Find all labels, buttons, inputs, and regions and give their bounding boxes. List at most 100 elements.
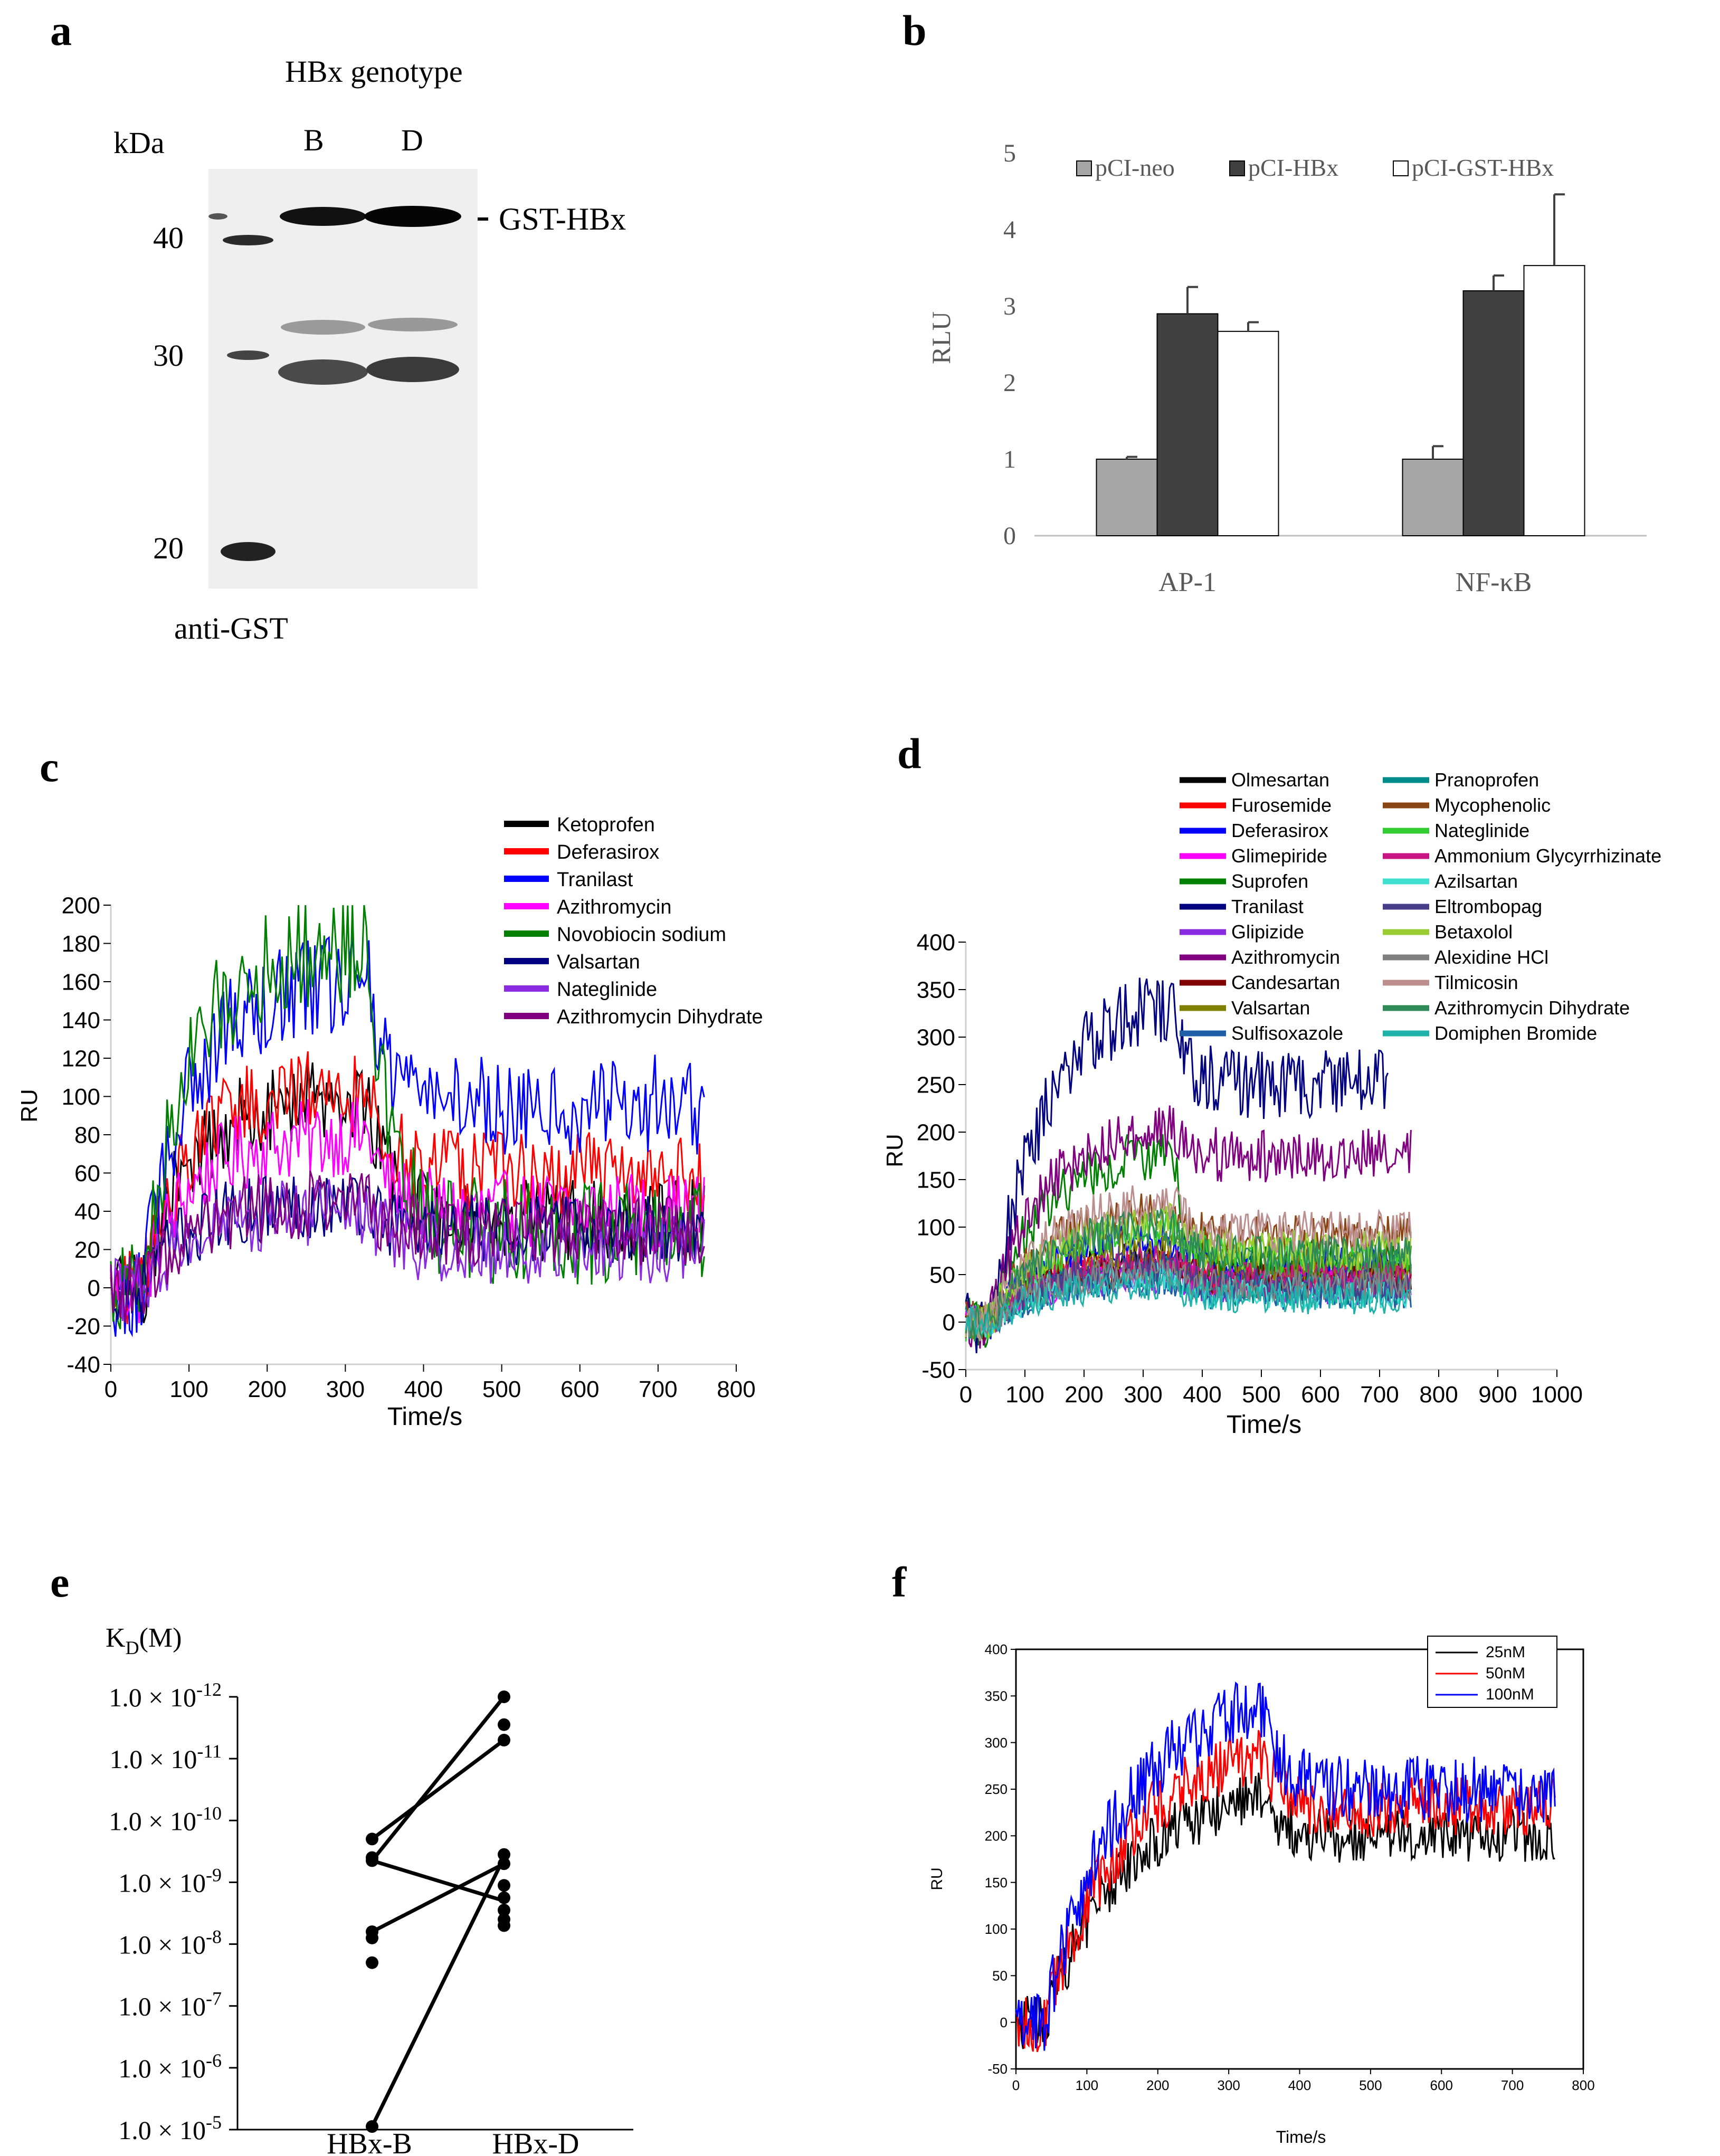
c-series-line [110,1097,705,1324]
lane-label-d: D [401,123,423,157]
f-xtick-label: 500 [1359,2077,1382,2093]
d-legend-label: Valsartan [1231,997,1310,1019]
b-legend-label: pCI-HBx [1248,154,1338,181]
e-point-hbx-b [366,2120,378,2133]
d-ytick-label: 200 [917,1119,955,1145]
e-point-hbx-d [498,1919,510,1932]
d-xtick-label: 500 [1242,1382,1280,1408]
e-ytick-base: 1.0 × 10 [118,1868,206,1897]
gst-hbx-band-d [364,206,461,227]
e-pair-line [370,1695,506,1862]
panel-letter-e: e [50,1558,69,1606]
d-legend-label: Mycophenolic [1434,794,1551,816]
d-ytick-label: 0 [943,1309,955,1335]
c-ytick-label: 200 [62,892,100,918]
d-series-line [965,1269,1411,1336]
d-xtick-label: 900 [1478,1382,1517,1408]
b-ytick-label: 0 [1003,522,1016,550]
d-xtick-label: 300 [1124,1382,1162,1408]
d-series-line [965,977,1389,1354]
panel-c-sensorgram: RU Time/s 0 100 200 300 400 500 600 700 800-40-2… [16,814,763,1431]
d-ylabel: RU [882,1134,908,1167]
f-legend-label: 100nM [1486,1686,1534,1703]
e-point-hbx-b [366,1832,378,1846]
c-ytick-label: 120 [62,1046,100,1071]
e-ytick-label: 1.0 × 10-10 [109,1802,222,1836]
f-xtick-label: 300 [1217,2077,1240,2093]
b-ytick-label: 4 [1003,216,1016,244]
f-ytick-label: 250 [985,1781,1008,1797]
c-legend-label: Novobiocin sodium [557,924,726,946]
c-ytick-label: -20 [66,1314,100,1340]
c-xtick-label: 500 [482,1376,521,1402]
b-category-label: AP-1 [1158,567,1217,597]
e-ytick-exponent: -10 [196,1802,222,1823]
e-ylabel: KD(M) [106,1623,182,1658]
f-ytick-label: 100 [985,1921,1008,1937]
c-ytick-label: 0 [88,1275,100,1301]
f-xtick-label: 600 [1430,2077,1453,2093]
gst-hbx-band-b [280,207,366,226]
b-bar [1156,313,1219,536]
marker-40: 40 [153,221,184,255]
d-legend-label: Tilmicosin [1434,972,1518,993]
d-legend-label: Olmesartan [1231,769,1329,791]
f-ytick-label: -50 [987,2061,1008,2077]
c-xlabel: Time/s [387,1403,462,1431]
e-point-hbx-b [366,1931,378,1944]
f-ylabel: RU [928,1867,946,1890]
b-ytick-label: 1 [1003,445,1016,473]
e-ytick-label: 1.0 × 10-6 [118,2050,222,2083]
blot-title: HBx genotype [285,54,463,89]
d-legend-label: Glipizide [1231,921,1304,943]
e-ytick-base: 1.0 × 10 [110,1744,197,1774]
panel-f-sensorgram: RU Time/s 0 100 200 300 400 500 600 700 800-5005… [928,1636,1595,2146]
e-ytick-label: 1.0 × 10-11 [110,1741,222,1774]
e-point-hbx-d [498,1734,510,1746]
f-series-line [1015,1681,1556,2051]
e-point-hbx-b [366,1854,378,1867]
d-series-line [965,1207,1412,1342]
c-legend-label: Ketoprofen [557,814,655,836]
d-xtick-label: 400 [1183,1382,1221,1408]
d-legend-label: Nateglinide [1434,820,1529,841]
d-ytick-label: 150 [917,1167,955,1193]
lane-label-b: B [303,123,324,157]
d-legend-label: Azilsartan [1434,870,1518,892]
d-legend-label: Glimepiride [1231,845,1327,867]
antibody-label: anti-GST [174,611,288,645]
f-ytick-label: 200 [985,1828,1008,1844]
c-legend-label: Deferasirox [557,841,659,863]
e-ytick-label: 1.0 × 10-9 [118,1864,222,1897]
f-ytick-label: 300 [985,1735,1008,1751]
d-xtick-label: 1000 [1531,1382,1583,1408]
b-bar [1096,459,1158,536]
ladder-band-30 [227,350,269,360]
c-series-line [110,936,705,1337]
panel-letter-d: d [897,729,921,777]
c-ytick-label: 100 [62,1084,100,1110]
d-legend-label: Furosemide [1231,794,1332,816]
band-label: GST-HBx [499,202,626,236]
d-legend-label: Betaxolol [1434,921,1513,943]
b-ytick-label: 5 [1003,139,1016,167]
f-xtick-label: 400 [1288,2077,1311,2093]
e-point-hbx-d [498,1879,510,1892]
lower-band-d-1 [368,318,458,331]
f-ytick-label: 400 [985,1641,1008,1657]
b-legend-swatch [1393,160,1409,176]
c-xtick-label: 600 [560,1376,599,1402]
e-ytick-exponent: -5 [206,2112,222,2133]
e-point-hbx-d [498,1891,510,1904]
d-ytick-label: 100 [917,1214,955,1240]
d-legend-label: Domiphen Bromide [1434,1022,1597,1044]
f-ytick-label: 50 [992,1968,1008,1983]
d-xlabel: Time/s [1227,1411,1301,1439]
c-legend-label: Tranilast [557,869,633,891]
e-ytick-label: 1.0 × 10-7 [118,1988,222,2021]
d-legend-label: Ammonium Glycyrrhizinate [1434,845,1661,867]
c-legend-label: Azithromycin [557,896,672,918]
b-legend: pCI-neo pCI-HBx pCI-GST-HBx [1076,154,1554,181]
e-pair-line [371,1859,505,1903]
f-xtick-label: 100 [1076,2077,1098,2093]
